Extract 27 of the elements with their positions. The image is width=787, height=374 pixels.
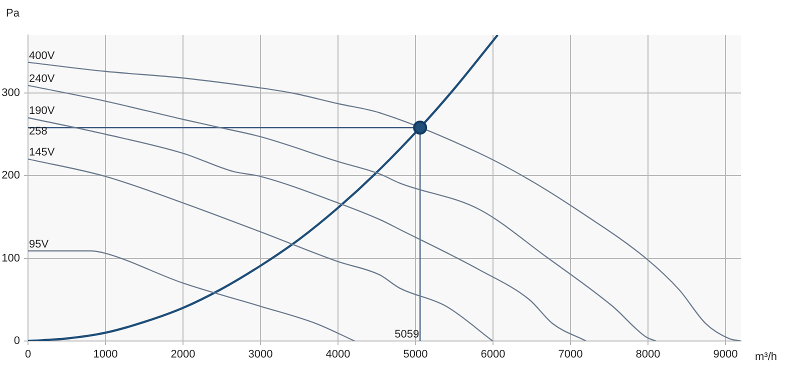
- ref-line-label: 5059: [394, 328, 420, 341]
- series-label: 240V: [29, 72, 56, 85]
- series-label: 95V: [29, 238, 50, 250]
- series-label: 145V: [29, 146, 56, 159]
- line-series: [28, 250, 356, 341]
- y-axis-title: Pa: [6, 8, 20, 20]
- ref-line-label: 258: [29, 126, 48, 138]
- series-label: 190V: [29, 105, 56, 118]
- x-tick-label: 8000: [636, 348, 660, 361]
- x-tick-label: 9000: [713, 348, 738, 361]
- x-tick-label: 3000: [248, 348, 273, 361]
- x-tick-label: 7000: [558, 348, 583, 361]
- x-tick-label: 1000: [93, 348, 118, 361]
- line-series: [28, 158, 494, 341]
- x-tick-label: 0: [24, 348, 32, 361]
- y-tick-label: 300: [2, 86, 20, 99]
- x-tick-label: 4000: [326, 348, 350, 361]
- x-tick-label: 6000: [480, 348, 506, 361]
- line-series: [28, 117, 587, 341]
- y-tick-label: 0: [14, 335, 20, 348]
- x-tick-label: 2000: [170, 348, 196, 361]
- series-label: 400V: [29, 50, 56, 62]
- y-tick-label: 100: [2, 252, 20, 264]
- x-axis-title: m³/h: [755, 351, 777, 364]
- x-tick-label: 5000: [403, 348, 428, 361]
- line-series: [28, 84, 657, 341]
- y-tick-label: 200: [2, 170, 20, 182]
